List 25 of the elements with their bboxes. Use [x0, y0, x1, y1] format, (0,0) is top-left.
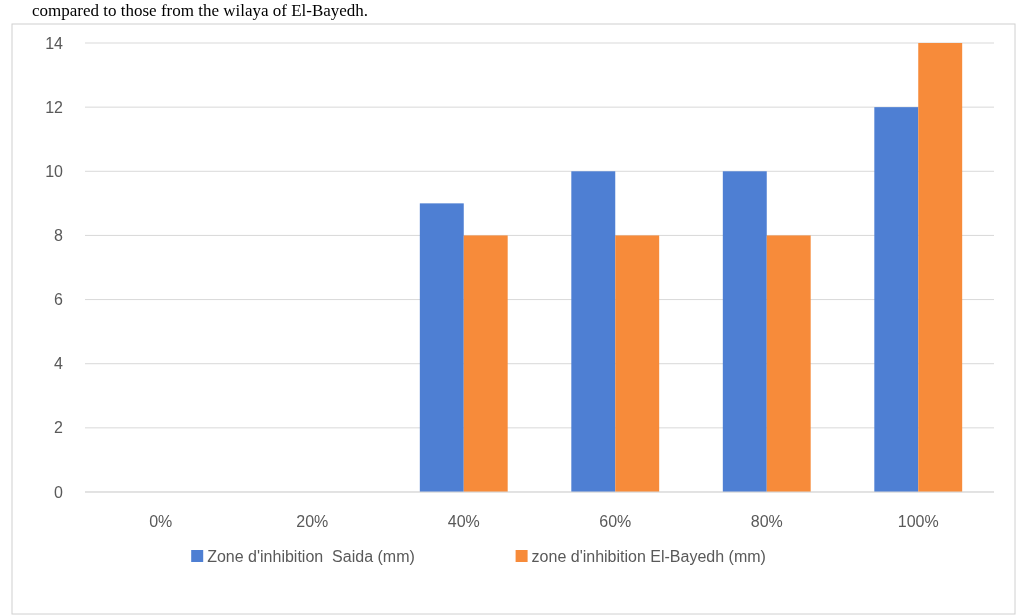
x-tick-label: 60% [599, 513, 632, 530]
bar [419, 203, 464, 492]
legend-label: Zone d'inhibition Saida (mm) [207, 547, 415, 565]
bar [615, 235, 660, 492]
bar [766, 235, 811, 492]
y-tick-label: 14 [45, 34, 64, 52]
y-tick-label: 8 [54, 227, 64, 245]
bar [874, 107, 919, 492]
y-tick-label: 6 [54, 291, 64, 309]
y-tick-label: 2 [54, 419, 64, 437]
bar [722, 171, 767, 492]
bar [918, 43, 963, 492]
x-tick-label: 80% [750, 513, 783, 530]
x-tick-label: 0% [149, 513, 173, 530]
text: compared to those from the wilaya of El-Bayedh. [32, 1, 369, 20]
y-tick-label: 10 [45, 162, 64, 180]
bar [571, 171, 616, 492]
x-tick-label: 40% [447, 513, 480, 530]
legend-label: zone d'inhibition El-Bayedh (mm) [531, 547, 766, 565]
x-tick-label: 100% [897, 513, 939, 530]
y-tick-label: 0 [54, 483, 64, 501]
bar [463, 235, 508, 492]
x-tick-label: 20% [296, 513, 329, 530]
y-tick-label: 4 [54, 355, 64, 373]
y-tick-label: 12 [45, 98, 64, 116]
